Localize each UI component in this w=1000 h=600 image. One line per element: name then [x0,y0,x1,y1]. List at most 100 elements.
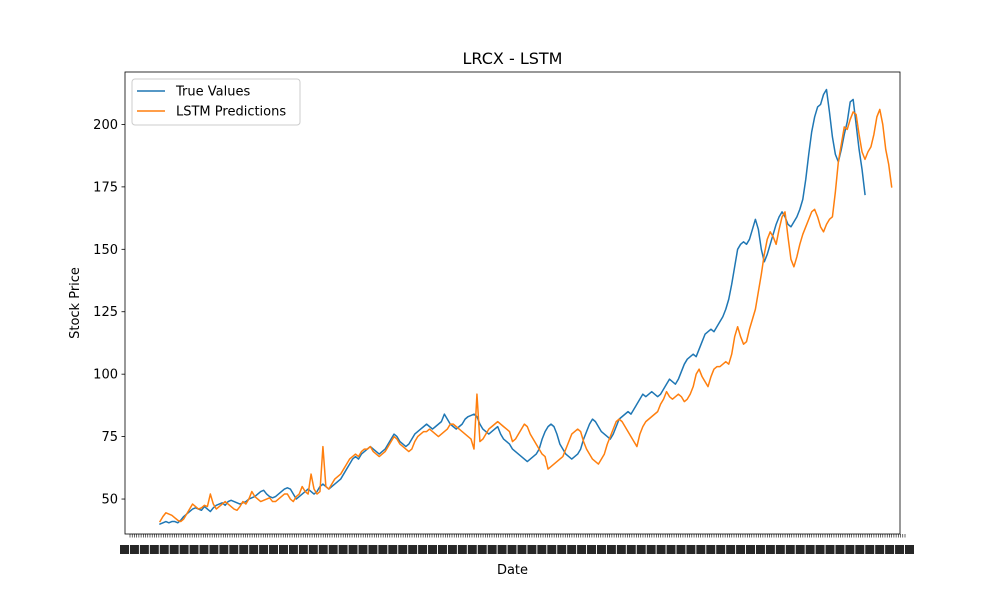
x-tick-label-mark [775,545,785,554]
x-tick-label-mark [636,545,646,554]
x-tick-label-mark [487,545,497,554]
x-tick-label-mark [120,545,129,554]
x-tick-label-mark [189,545,199,554]
x-tick-label-mark [159,545,169,554]
x-tick-label-mark [696,545,706,554]
x-tick-label-mark [517,545,527,554]
x-tick-label-mark [457,545,467,554]
y-tick-label: 125 [93,305,118,320]
x-tick-label-mark [209,545,219,554]
x-tick-label-mark [666,545,676,554]
x-tick-label-mark [398,545,408,554]
legend-label-1: LSTM Predictions [176,105,286,120]
y-tick-label: 50 [101,493,118,508]
x-tick-label-mark [557,545,567,554]
x-tick-label-mark [418,545,428,554]
x-tick-label-mark [736,545,746,554]
x-tick-label-mark [656,545,666,554]
x-tick-label-mark [139,545,149,554]
x-tick-label-mark [239,545,249,554]
x-tick-label-mark [338,545,348,554]
x-tick-label-mark [428,545,438,554]
x-tick-label-mark [547,545,557,554]
x-tick-label-mark [865,545,875,554]
x-tick-label-mark [805,545,815,554]
x-tick-label-mark [437,545,447,554]
x-tick-label-mark [835,545,845,554]
x-tick-label-mark [905,545,914,554]
x-tick-label-mark [169,545,179,554]
x-tick-label-mark [825,545,835,554]
x-tick-label-mark [388,545,398,554]
x-tick-label-mark [765,545,775,554]
y-axis-label: Stock Price [68,267,83,339]
x-tick-label-mark [269,545,279,554]
x-tick-label-mark [716,545,726,554]
x-tick-label-mark [497,545,507,554]
x-tick-label-mark [229,545,239,554]
y-tick-label: 75 [101,430,118,445]
x-tick-label-mark [616,545,626,554]
legend-box [131,78,301,126]
y-tick-label: 175 [93,180,118,195]
x-tick-label-mark [149,545,159,554]
x-tick-label-mark [179,545,189,554]
x-tick-label-mark [726,545,736,554]
x-tick-labels-overlap [120,545,914,554]
x-tick-label-mark [328,545,338,554]
x-tick-label-mark [298,545,308,554]
x-tick-label-mark [706,545,716,554]
y-tick-label: 200 [93,118,118,133]
x-tick-label-mark [249,545,259,554]
x-tick-label-mark [278,545,288,554]
x-tick-label-mark [845,545,855,554]
y-tick-label: 100 [93,368,118,383]
x-tick-label-mark [378,545,388,554]
x-tick-label-mark [895,545,905,554]
chart-title: LRCX - LSTM [463,49,563,68]
plot-frame [124,71,901,535]
x-tick-label-mark [795,545,805,554]
x-tick-label-mark [596,545,606,554]
x-tick-label-mark [368,545,378,554]
x-tick-label-mark [308,545,318,554]
x-tick-label-mark [587,545,597,554]
x-tick-label-mark [686,545,696,554]
x-tick-label-mark [477,545,487,554]
x-tick-label-mark [348,545,358,554]
x-tick-label-mark [527,545,537,554]
x-tick-label-mark [755,545,765,554]
x-tick-label-mark [199,545,209,554]
x-tick-label-mark [746,545,756,554]
x-tick-label-mark [318,545,328,554]
x-tick-label-mark [606,545,616,554]
x-tick-label-mark [785,545,795,554]
x-tick-label-mark [219,545,229,554]
x-tick-label-mark [129,545,139,554]
x-tick-label-mark [577,545,587,554]
series-line-lstm-predictions [158,108,893,523]
legend: True Values LSTM Predictions [131,78,301,126]
legend-label-0: True Values [175,85,250,100]
x-tick-label-mark [537,545,547,554]
x-tick-label-mark [358,545,368,554]
x-tick-marks [129,534,906,538]
x-tick-label-mark [467,545,477,554]
x-tick-label-mark [408,545,418,554]
x-tick-label-mark [447,545,457,554]
x-tick-label-mark [288,545,298,554]
x-axis-label: Date [497,563,528,578]
x-tick-label-mark [507,545,517,554]
x-tick-label-mark [875,545,885,554]
x-tick-label-mark [567,545,577,554]
y-tick-label: 150 [93,243,118,258]
x-tick-label-mark [855,545,865,554]
x-tick-label-mark [259,545,269,554]
series-line-true-values [159,88,866,525]
plot-area: 50 75 100 125 150 175 200 [93,71,914,554]
x-tick-label-mark [626,545,636,554]
x-tick-label-mark [885,545,895,554]
x-tick-label-mark [676,545,686,554]
